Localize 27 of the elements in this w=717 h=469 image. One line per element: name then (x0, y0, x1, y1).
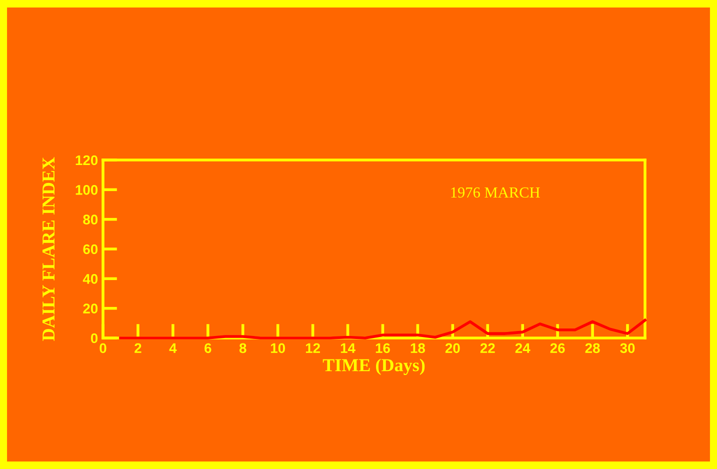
y-tick-label: 100 (76, 185, 98, 195)
x-tick-label: 12 (306, 343, 320, 353)
x-axis-title: TIME (Days) (322, 358, 425, 376)
x-tick-label: 20 (445, 343, 460, 354)
x-tick-label: 14 (340, 343, 356, 353)
y-tick-label: 80 (83, 214, 98, 225)
x-tick-label: 6 (204, 343, 212, 354)
line-series (119, 318, 646, 340)
x-tick-label: 26 (550, 343, 565, 354)
y-tick-label: 120 (76, 155, 98, 166)
x-tick-label: 24 (515, 343, 530, 353)
y-tick-label: 60 (83, 244, 98, 254)
x-tick-label: 4 (169, 343, 177, 353)
annotation: 1976 MARCH (451, 187, 540, 198)
y-tick-label: 40 (82, 274, 98, 284)
x-tick-label: 8 (239, 343, 246, 354)
x-tick-label: 22 (480, 343, 495, 353)
x-tick-label: 18 (410, 343, 426, 354)
y-tick-label: 0 (90, 333, 98, 344)
y-axis-title: DAILY FLARE INDEX (42, 157, 54, 341)
x-tick-label: 0 (100, 343, 106, 354)
x-tick-label: 28 (585, 343, 600, 354)
x-tick-label: 10 (270, 343, 285, 354)
y-tick-label: 20 (83, 304, 98, 314)
x-tick-label: 30 (620, 343, 635, 354)
x-tick-label: 2 (134, 343, 142, 353)
x-tick-label: 16 (376, 343, 390, 354)
